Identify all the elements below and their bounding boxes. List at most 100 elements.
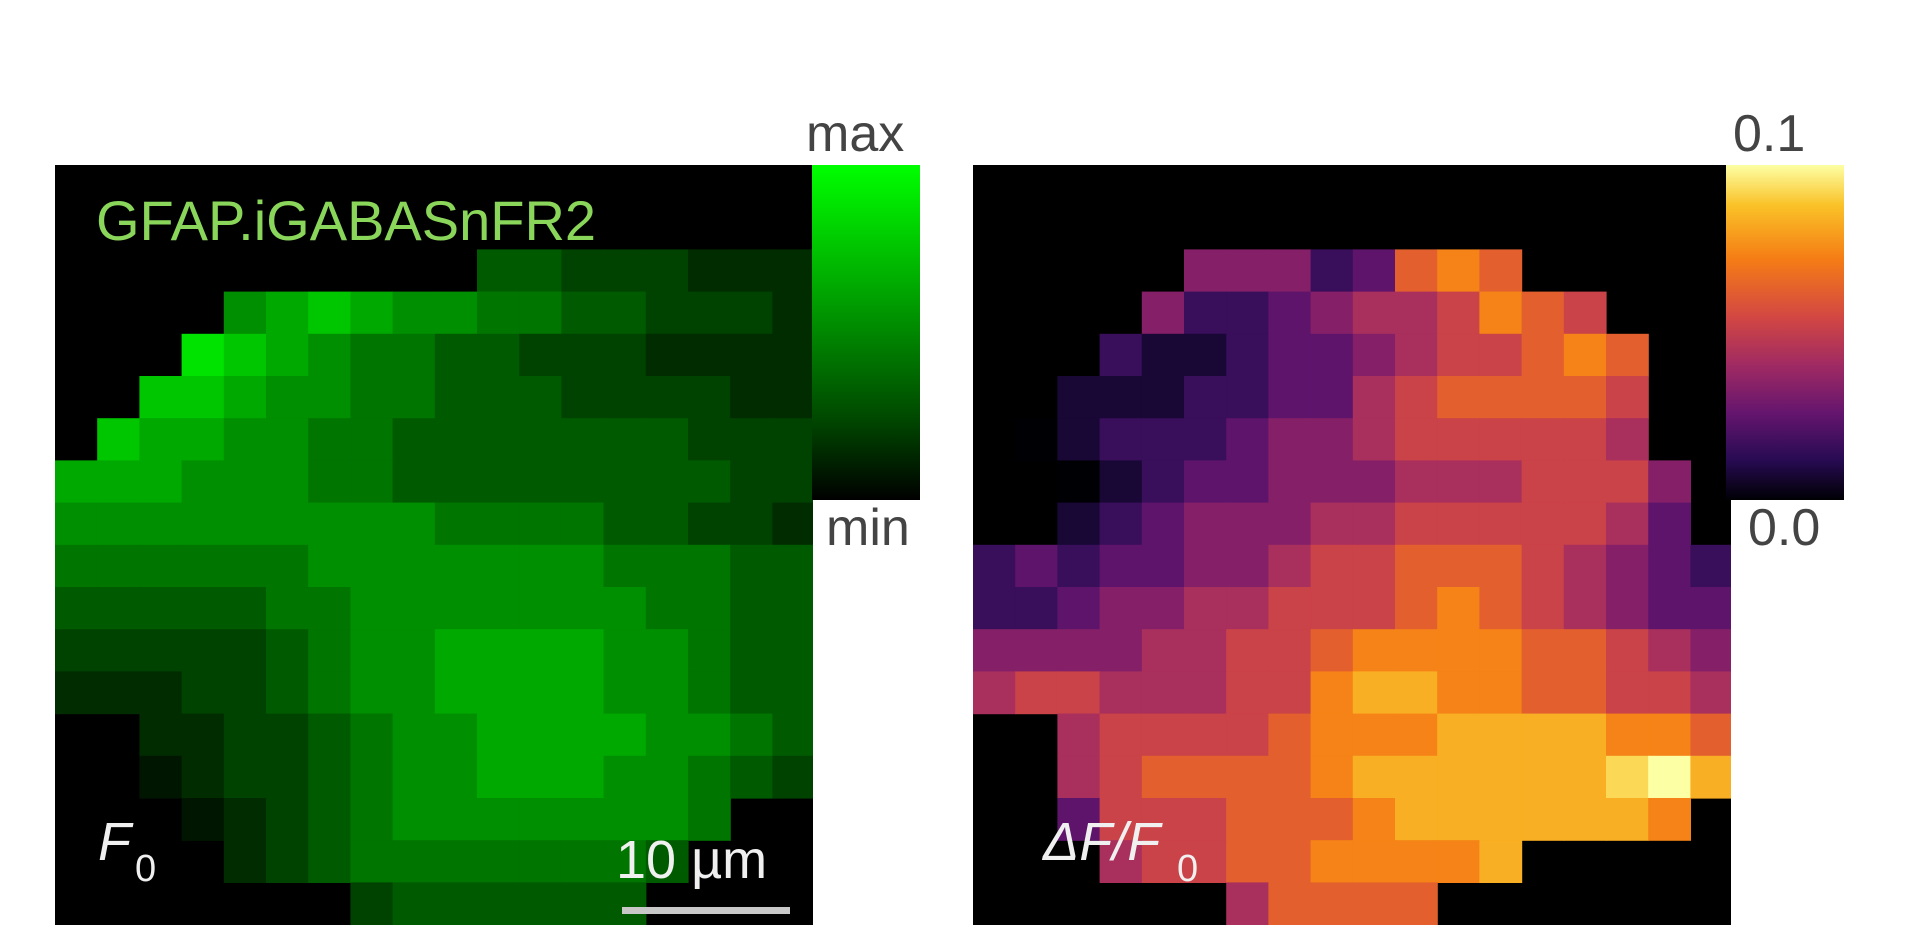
df-f0-pixel bbox=[1437, 798, 1480, 841]
df-f0-pixel bbox=[1184, 544, 1227, 588]
df-f0-pixel bbox=[1141, 376, 1185, 419]
f0-pixel bbox=[477, 755, 520, 799]
f0-pixel bbox=[434, 587, 478, 630]
f0-pixel bbox=[603, 755, 647, 799]
df-f0-pixel bbox=[1352, 333, 1396, 377]
f0-label: F bbox=[98, 812, 131, 872]
df-f0-pixel bbox=[1352, 249, 1396, 293]
df-f0-pixel bbox=[1479, 418, 1523, 461]
df-f0-pixel bbox=[1141, 840, 1185, 883]
df-f0-pixel bbox=[1184, 840, 1227, 883]
f0-pixel bbox=[603, 376, 647, 419]
f0-pixel bbox=[350, 798, 394, 841]
f0-pixel bbox=[645, 249, 689, 293]
f0-pixel bbox=[392, 671, 436, 715]
f0-pixel bbox=[561, 502, 605, 546]
f0-pixel bbox=[730, 755, 773, 799]
f0-pixel bbox=[392, 882, 436, 925]
f0-pixel bbox=[350, 502, 394, 546]
f0-pixel bbox=[434, 544, 478, 588]
f0-pixel bbox=[561, 713, 605, 757]
f0-pixel bbox=[730, 460, 773, 504]
df-f0-pixel bbox=[1437, 544, 1480, 588]
f0-pixel bbox=[519, 249, 562, 293]
f0-pixel bbox=[308, 418, 351, 461]
f0-pixel bbox=[139, 460, 183, 504]
df-f0-pixel bbox=[1606, 544, 1649, 588]
f0-pixel bbox=[266, 418, 309, 461]
f0-pixel bbox=[223, 460, 267, 504]
f0-pixel bbox=[730, 671, 773, 715]
df-f0-pixel bbox=[1184, 671, 1227, 715]
f0-pixel bbox=[139, 376, 183, 419]
df-f0-pixel bbox=[1310, 882, 1354, 925]
f0-pixel bbox=[181, 755, 225, 799]
sensor-title: GFAP.iGABASnFR2 bbox=[96, 189, 597, 252]
df-f0-pixel bbox=[973, 629, 1016, 672]
df-f0-pixel bbox=[1141, 629, 1185, 672]
df-f0-pixel bbox=[1352, 882, 1396, 925]
df-f0-pixel bbox=[1015, 671, 1058, 715]
f0-pixel bbox=[266, 840, 309, 883]
f0-pixel bbox=[139, 587, 183, 630]
df-f0-pixel bbox=[1690, 587, 1731, 630]
f0-pixel bbox=[730, 629, 773, 672]
df-f0-pixel bbox=[1226, 629, 1269, 672]
f0-pixel bbox=[434, 502, 478, 546]
df-f0-pixel bbox=[1521, 502, 1565, 546]
df-f0-pixel bbox=[1395, 502, 1438, 546]
df-f0-pixel bbox=[1268, 418, 1312, 461]
f0-pixel bbox=[603, 291, 647, 335]
f0-pixel bbox=[308, 544, 351, 588]
f0-pixel bbox=[55, 460, 98, 504]
df-f0-pixel bbox=[1437, 671, 1480, 715]
df-f0-pixel bbox=[1268, 291, 1312, 335]
df-f0-pixel bbox=[1057, 798, 1101, 841]
f0-pixel bbox=[519, 291, 562, 335]
f0-pixel bbox=[561, 333, 605, 377]
df-f0-pixel bbox=[1395, 291, 1438, 335]
f0-pixel bbox=[223, 544, 267, 588]
df-f0-pixel bbox=[1057, 418, 1101, 461]
df-f0-pixel bbox=[1479, 249, 1523, 293]
df-f0-pixel bbox=[1395, 798, 1438, 841]
df-f0-pixel bbox=[1099, 713, 1143, 757]
f0-pixel bbox=[350, 333, 394, 377]
f0-pixel bbox=[772, 418, 813, 461]
df-f0-pixel bbox=[1184, 376, 1227, 419]
f0-pixel bbox=[139, 671, 183, 715]
f0-pixel bbox=[603, 587, 647, 630]
f0-pixel bbox=[519, 798, 562, 841]
f0-pixel bbox=[477, 249, 520, 293]
df-f0-pixel bbox=[1226, 755, 1269, 799]
f0-pixel bbox=[181, 376, 225, 419]
f0-pixel bbox=[688, 333, 731, 377]
f0-pixel bbox=[772, 671, 813, 715]
df-f0-label: ΔF/F bbox=[1043, 812, 1161, 872]
f0-pixel bbox=[772, 587, 813, 630]
df-f0-pixel bbox=[1563, 798, 1607, 841]
f0-pixel bbox=[350, 376, 394, 419]
f0-pixel bbox=[519, 460, 562, 504]
f0-pixel bbox=[97, 587, 140, 630]
df-f0-pixel bbox=[1310, 587, 1354, 630]
f0-image-panel bbox=[55, 165, 813, 925]
df-f0-pixel bbox=[1310, 418, 1354, 461]
df-f0-pixel bbox=[1437, 587, 1480, 630]
df-f0-pixel bbox=[1437, 333, 1480, 377]
f0-pixel bbox=[55, 671, 98, 715]
df-f0-pixel bbox=[1479, 460, 1523, 504]
f0-pixel bbox=[772, 460, 813, 504]
f0-colorbar-min-label: min bbox=[826, 499, 910, 557]
f0-pixel bbox=[308, 460, 351, 504]
f0-pixel bbox=[308, 798, 351, 841]
df-f0-pixel bbox=[1563, 460, 1607, 504]
df-f0-pixel bbox=[1226, 840, 1269, 883]
df-f0-pixel bbox=[1268, 333, 1312, 377]
df-f0-pixel bbox=[1648, 671, 1691, 715]
f0-pixel bbox=[730, 333, 773, 377]
f0-pixel bbox=[688, 418, 731, 461]
f0-pixel bbox=[181, 798, 225, 841]
f0-pixel bbox=[477, 629, 520, 672]
f0-pixel bbox=[55, 629, 98, 672]
